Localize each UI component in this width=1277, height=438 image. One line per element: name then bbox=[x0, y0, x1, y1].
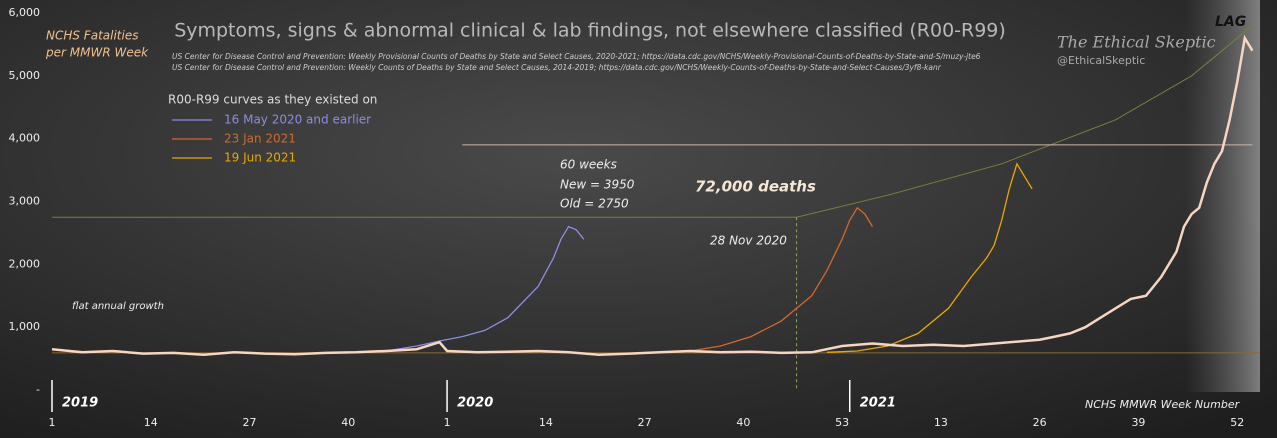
y-tick-label: 6,000 bbox=[9, 6, 41, 19]
x-tick-label: 27 bbox=[638, 416, 652, 429]
y-label: per MMWR Week bbox=[45, 46, 149, 60]
guide-line bbox=[52, 25, 1253, 218]
x-tick-label: 39 bbox=[1131, 416, 1145, 429]
y-label: NCHS Fatalities bbox=[46, 29, 138, 43]
x-tick-label: 52 bbox=[1230, 416, 1244, 429]
year-label: 2019 bbox=[62, 396, 98, 411]
x-tick-label: 26 bbox=[1033, 416, 1047, 429]
annotation: 60 weeks bbox=[560, 158, 617, 172]
year-label: 2020 bbox=[457, 396, 493, 411]
y-tick-label: 2,000 bbox=[9, 257, 41, 270]
x-label: NCHS MMWR Week Number bbox=[1085, 398, 1241, 411]
y-tick-label: 1,000 bbox=[9, 320, 41, 333]
x-tick-label: 1 bbox=[49, 416, 56, 429]
y-tick-label: - bbox=[36, 383, 40, 396]
annotation: flat annual growth bbox=[72, 301, 164, 312]
x-tick-label: 1 bbox=[444, 416, 451, 429]
source: US Center for Disease Control and Preven… bbox=[172, 52, 981, 61]
x-tick-label: 27 bbox=[243, 416, 257, 429]
annotation: 72,000 deaths bbox=[695, 178, 816, 196]
annotation: New = 3950 bbox=[560, 178, 635, 192]
x-tick-label: 13 bbox=[934, 416, 948, 429]
legend-label: 23 Jan 2021 bbox=[224, 132, 296, 146]
y-tick-label: 5,000 bbox=[9, 69, 41, 82]
annotation: Old = 2750 bbox=[560, 197, 629, 211]
chart-title: Symptoms, signs & abnormal clinical & la… bbox=[174, 20, 1006, 42]
x-tick-label: 14 bbox=[539, 416, 553, 429]
x-tick-label: 53 bbox=[835, 416, 849, 429]
source: US Center for Disease Control and Preven… bbox=[172, 63, 942, 72]
brand: The Ethical Skeptic bbox=[1057, 33, 1216, 52]
series-line bbox=[690, 206, 874, 352]
main-line bbox=[51, 34, 1254, 357]
lag-band bbox=[1185, 0, 1260, 392]
y-tick-label: 4,000 bbox=[9, 132, 41, 145]
x-tick-label: 40 bbox=[341, 416, 355, 429]
handle: @EthicalSkeptic bbox=[1057, 54, 1145, 67]
year-label: 2021 bbox=[860, 396, 896, 411]
x-tick-label: 40 bbox=[736, 416, 750, 429]
legend-label: 16 May 2020 and earlier bbox=[224, 113, 371, 127]
annotation: 28 Nov 2020 bbox=[710, 234, 787, 248]
y-tick-label: 3,000 bbox=[9, 195, 41, 208]
lag-label: LAG bbox=[1215, 14, 1246, 30]
x-tick-label: 14 bbox=[144, 416, 158, 429]
series-line bbox=[355, 225, 585, 353]
legend-label: 19 Jun 2021 bbox=[224, 151, 296, 165]
legend-title: R00-R99 curves as they existed on bbox=[168, 93, 377, 107]
